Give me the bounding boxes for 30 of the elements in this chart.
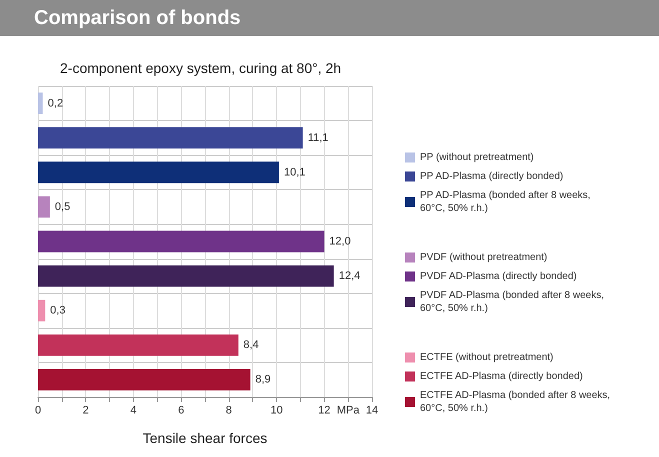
legend-label: ECTFE (without pretreatment) [420,352,554,363]
chart-subtitle: 2-component epoxy system, curing at 80°, 2h [60,60,342,76]
legend-label: ECTFE AD-Plasma (bonded after 8 weeks, 60°C, 50% r.h.) [420,390,613,414]
x-tick-label: 0 [34,404,42,416]
data-label: 0,3 [50,304,66,317]
x-tick-label: 10 [270,404,283,416]
x-tick-label: 12 [318,404,330,416]
x-tick-label: 14 [366,404,378,416]
data-label: 10,1 [284,166,306,178]
x-tick-label: 8 [226,404,232,416]
data-label: 12,0 [329,236,351,248]
x-tick-label: MPa [336,404,360,416]
legend-label: PP AD-Plasma (bonded after 8 weeks, 60°C, 50% r.h.) [420,190,594,214]
chart-title: Comparison of bonds [0,0,659,36]
x-axis-title: Tensile shear forces [142,430,268,446]
legend-label: PVDF AD-Plasma (directly bonded) [420,271,577,282]
x-tick-label: 6 [178,404,184,416]
data-label: 12,4 [338,270,360,282]
data-label: 0,2 [48,97,64,110]
legend-label: ECTFE AD-Plasma (directly bonded) [420,371,583,382]
data-label: 11,1 [308,132,328,144]
legend-label: PVDF AD-Plasma (bonded after 8 weeks, 60°C, 50% r.h.) [420,290,607,314]
x-tick-label: 4 [130,404,136,416]
legend-label: PP (without pretreatment) [420,152,534,163]
legend-label: PVDF (without pretreatment) [420,252,548,263]
data-label: 8,4 [243,339,259,352]
x-tick-label: 2 [82,404,89,416]
data-label: 8,9 [255,374,271,386]
legend-label: PP AD-Plasma (directly bonded) [420,171,564,182]
data-label: 0,5 [54,200,70,213]
